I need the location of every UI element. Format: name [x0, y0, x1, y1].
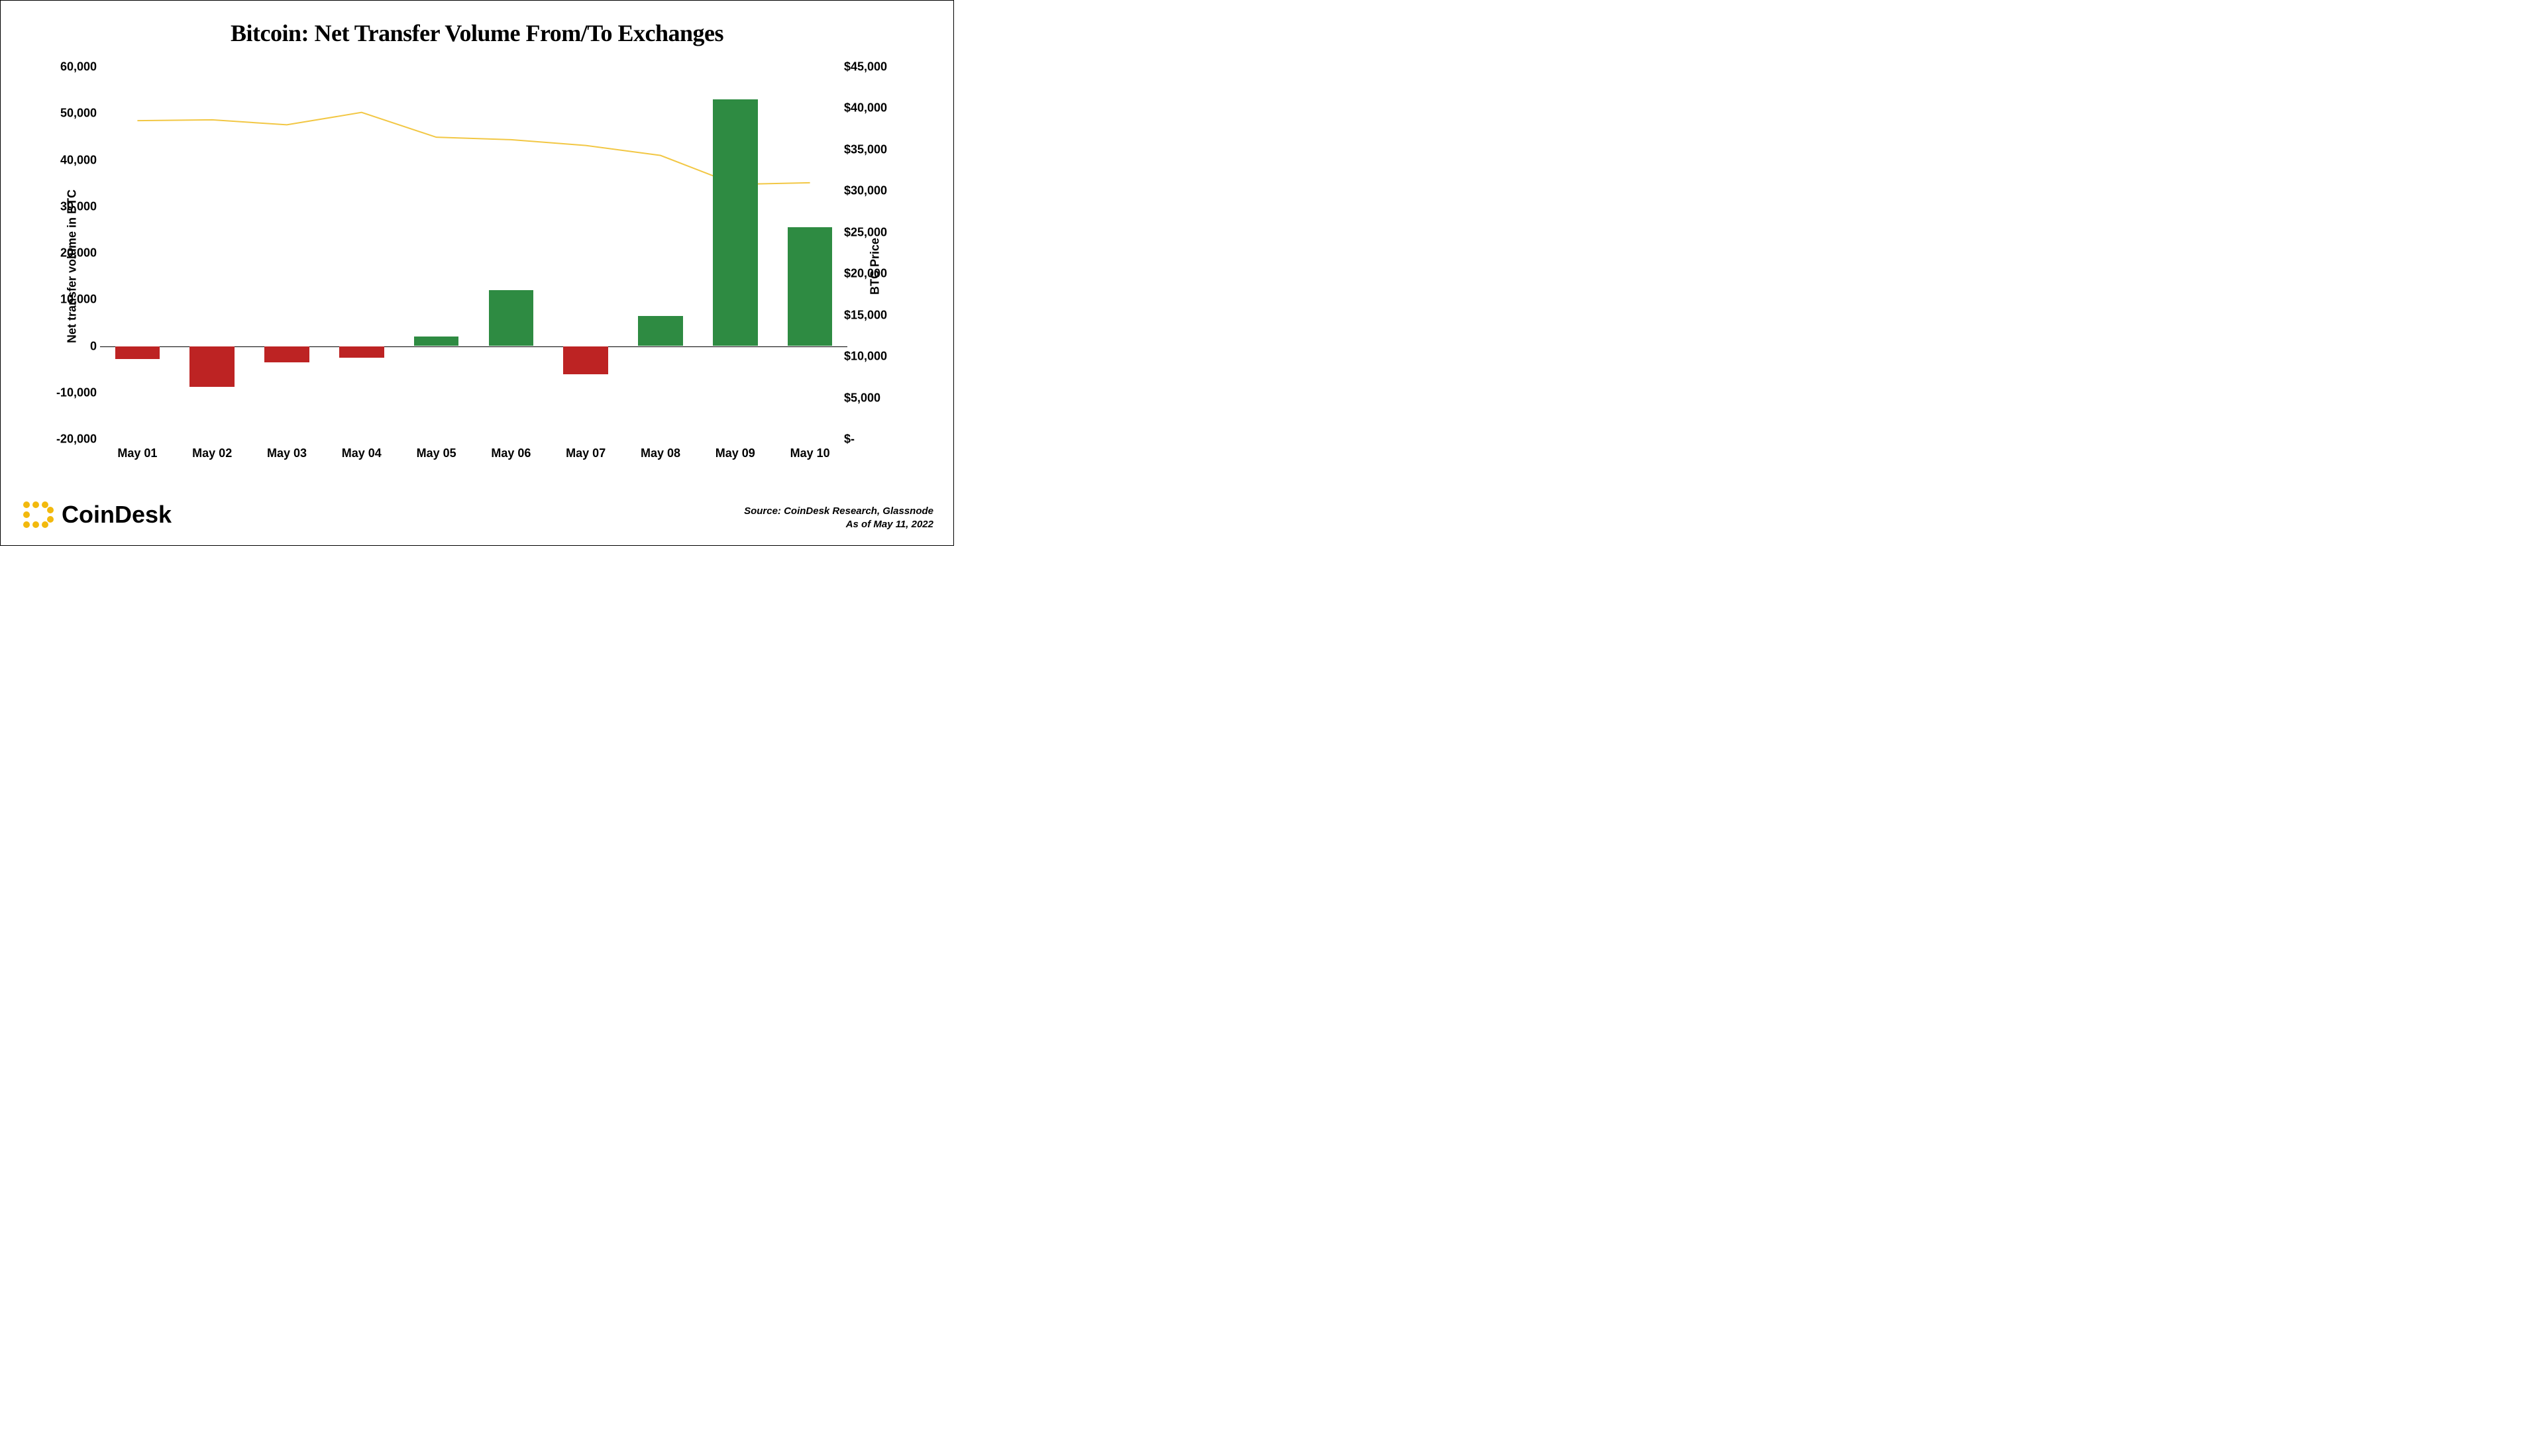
y-right-tick: $45,000: [844, 60, 897, 74]
x-tick: May 04: [342, 446, 382, 460]
volume-bar: [713, 99, 758, 346]
y-right-tick: $15,000: [844, 308, 897, 322]
y-left-tick: 10,000: [50, 293, 97, 307]
y-left-tick: -20,000: [50, 433, 97, 446]
x-tick: May 01: [117, 446, 157, 460]
y-left-tick: 60,000: [50, 60, 97, 74]
y-right-tick: $25,000: [844, 225, 897, 239]
x-tick: May 06: [491, 446, 531, 460]
volume-bar: [264, 346, 309, 363]
volume-bar: [115, 346, 160, 360]
x-tick: May 10: [790, 446, 830, 460]
source-line-1: Source: CoinDesk Research, Glassnode: [744, 505, 933, 518]
x-tick: May 07: [566, 446, 606, 460]
volume-bar: [788, 227, 833, 346]
volume-bar: [638, 316, 683, 346]
y-left-tick: 0: [50, 339, 97, 353]
brand-name: CoinDesk: [62, 501, 172, 529]
chart-title: Bitcoin: Net Transfer Volume From/To Exc…: [1, 19, 953, 47]
volume-bar: [189, 346, 235, 388]
x-tick: May 09: [716, 446, 755, 460]
x-tick: May 05: [417, 446, 456, 460]
volume-bar: [489, 290, 534, 346]
y-left-tick: 40,000: [50, 153, 97, 167]
y-right-tick: $5,000: [844, 391, 897, 405]
chart-area: Net transfer volume in BTC BTC Price -20…: [60, 67, 887, 466]
y-right-tick: $-: [844, 433, 897, 446]
y-left-tick: 50,000: [50, 107, 97, 121]
y-right-tick: $30,000: [844, 184, 897, 198]
y-right-tick: $20,000: [844, 267, 897, 281]
y-left-tick: 30,000: [50, 199, 97, 213]
y-right-tick: $40,000: [844, 101, 897, 115]
source-line-2: As of May 11, 2022: [744, 518, 933, 531]
volume-bar: [414, 337, 459, 346]
brand: CoinDesk: [21, 499, 172, 531]
source-attribution: Source: CoinDesk Research, Glassnode As …: [744, 505, 933, 531]
footer: CoinDesk Source: CoinDesk Research, Glas…: [21, 499, 933, 531]
coindesk-logo-icon: [21, 499, 56, 531]
y-right-tick: $10,000: [844, 350, 897, 364]
y-left-tick: 20,000: [50, 246, 97, 260]
y-left-tick: -10,000: [50, 386, 97, 399]
y-right-tick: $35,000: [844, 142, 897, 156]
x-tick: May 02: [192, 446, 232, 460]
btc-price-line: [137, 113, 810, 185]
x-tick: May 03: [267, 446, 307, 460]
volume-bar: [563, 346, 608, 374]
volume-bar: [339, 346, 384, 358]
plot-area: [100, 67, 847, 439]
x-tick: May 08: [641, 446, 680, 460]
